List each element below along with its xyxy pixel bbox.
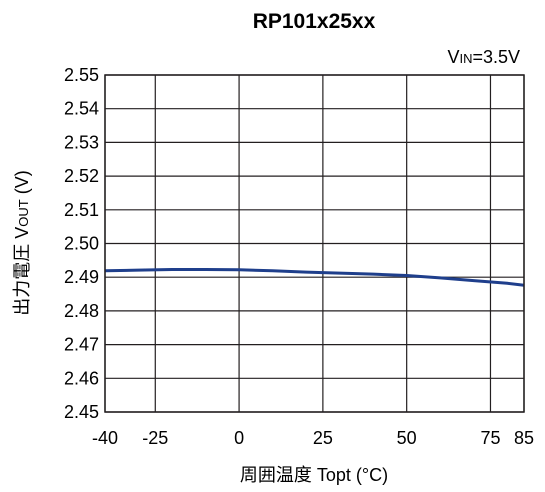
y-tick-label: 2.51 — [64, 200, 99, 220]
y-tick-label: 2.45 — [64, 402, 99, 422]
condition-label: VIN=3.5V — [447, 47, 520, 67]
y-tick-label: 2.46 — [64, 368, 99, 388]
plot-frame — [104, 74, 525, 413]
series-line-0 — [104, 267, 525, 287]
y-axis-label: 出力電圧 VOUT (V) — [12, 170, 32, 315]
y-axis-label-suffix: (V) — [12, 170, 32, 199]
y-tick-labels: 2.45 2.46 2.47 2.48 2.49 2.50 2.51 2.52 2.53 2.54… — [64, 65, 99, 422]
grid — [104, 74, 525, 413]
x-axis-label: 周囲温度 Topt (°C) — [240, 465, 388, 485]
x-tick-label: 75 — [480, 428, 500, 448]
y-tick-label: 2.47 — [64, 335, 99, 355]
y-axis-label-sub: OUT — [16, 199, 31, 227]
chart-title: RP101x25xx — [253, 10, 376, 33]
x-tick-labels: -40 -25 0 25 50 75 85 — [92, 428, 534, 448]
x-tick-label: -25 — [142, 428, 168, 448]
y-tick-label: 2.50 — [64, 234, 99, 254]
series-group — [104, 267, 525, 287]
condition-sub: IN — [459, 51, 472, 66]
x-tick-label: 50 — [397, 428, 417, 448]
x-tick-label: 85 — [514, 428, 534, 448]
y-tick-label: 2.49 — [64, 267, 99, 287]
y-tick-label: 2.55 — [64, 65, 99, 85]
y-axis-label-prefix: 出力電圧 V — [12, 227, 32, 316]
condition-main: V — [447, 47, 459, 67]
x-tick-label: 0 — [234, 428, 244, 448]
y-tick-label: 2.48 — [64, 301, 99, 321]
x-tick-label: 25 — [313, 428, 333, 448]
condition-suffix: =3.5V — [472, 47, 520, 67]
x-tick-label: -40 — [92, 428, 118, 448]
y-tick-label: 2.53 — [64, 132, 99, 152]
y-tick-label: 2.52 — [64, 166, 99, 186]
y-tick-label: 2.54 — [64, 99, 99, 119]
